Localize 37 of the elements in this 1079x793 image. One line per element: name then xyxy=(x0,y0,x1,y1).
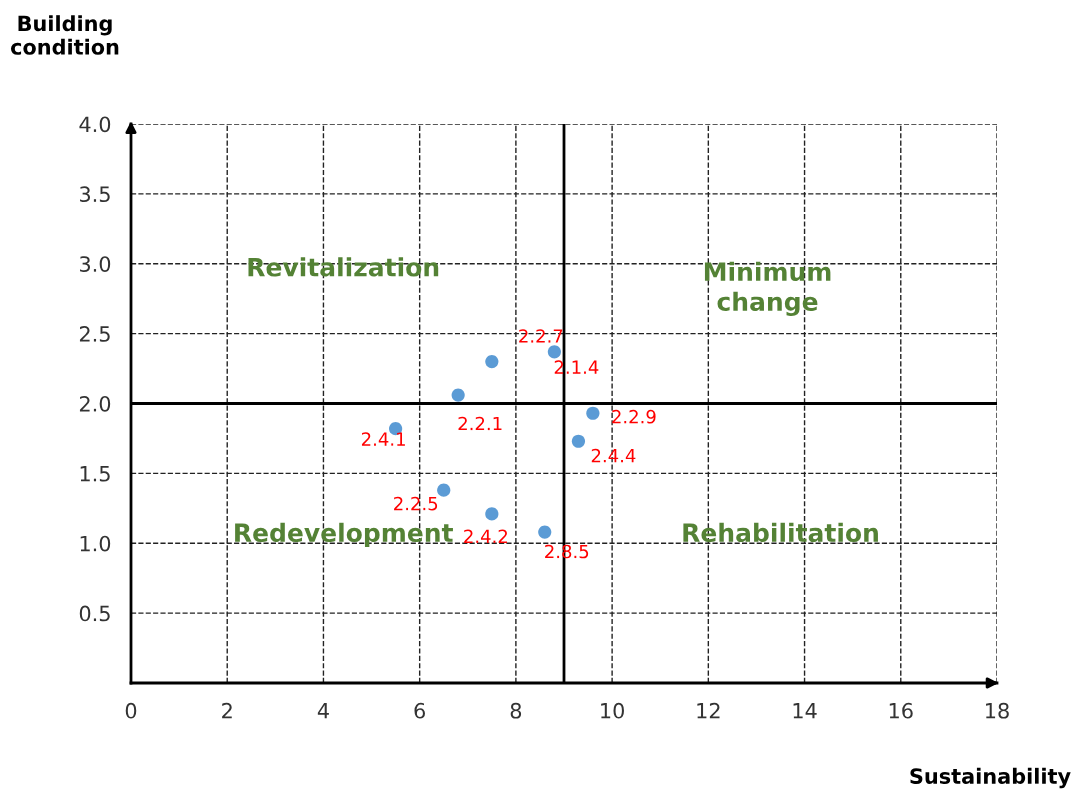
data-label: 2.4.4 xyxy=(591,448,636,463)
y-tick-label: 2.5 xyxy=(79,326,110,342)
point xyxy=(451,388,465,402)
data-label: 2.2.5 xyxy=(394,496,438,511)
point xyxy=(437,483,451,497)
point xyxy=(571,434,586,448)
x-tick-label: 10 xyxy=(601,702,624,719)
y-tick-label: 4.0 xyxy=(79,116,111,133)
x-tick-label: 18 xyxy=(986,702,1009,719)
annotation: Redevelopment xyxy=(235,522,453,547)
x-tick-label: 12 xyxy=(697,702,720,719)
data-label: 2.4.2 xyxy=(464,529,507,543)
y-tick-label: 3.0 xyxy=(80,256,111,272)
x-tick-label: 14 xyxy=(793,703,817,719)
point xyxy=(538,525,552,539)
point xyxy=(586,406,600,420)
x-tick-label: 6 xyxy=(414,702,425,719)
x-tick-label: 8 xyxy=(510,702,522,719)
point xyxy=(547,345,561,359)
y-tick-label: 1.0 xyxy=(80,535,111,552)
x-tick-label: 16 xyxy=(889,702,913,719)
point xyxy=(485,507,499,521)
data-label: 2.4.1 xyxy=(361,432,405,446)
y-tick-label: 3.5 xyxy=(80,186,110,203)
y-tick-label: 1.5 xyxy=(80,466,110,482)
y-axis-title: Building condition xyxy=(11,15,119,55)
x-tick-label: 2 xyxy=(222,702,232,719)
annotation: Rehabilitation xyxy=(683,522,878,543)
y-tick-label: 0.5 xyxy=(79,605,110,622)
x-axis-title: Sustainability xyxy=(910,767,1071,789)
annotation: Minimum change xyxy=(704,261,831,317)
x-tick-label: 4 xyxy=(317,703,329,719)
data-label: 2.2.1 xyxy=(458,416,502,431)
point xyxy=(485,354,499,369)
x-tick-label: 0 xyxy=(125,702,137,719)
data-label: 2.2.9 xyxy=(612,409,656,424)
y-tick-label: 2.0 xyxy=(79,395,111,412)
